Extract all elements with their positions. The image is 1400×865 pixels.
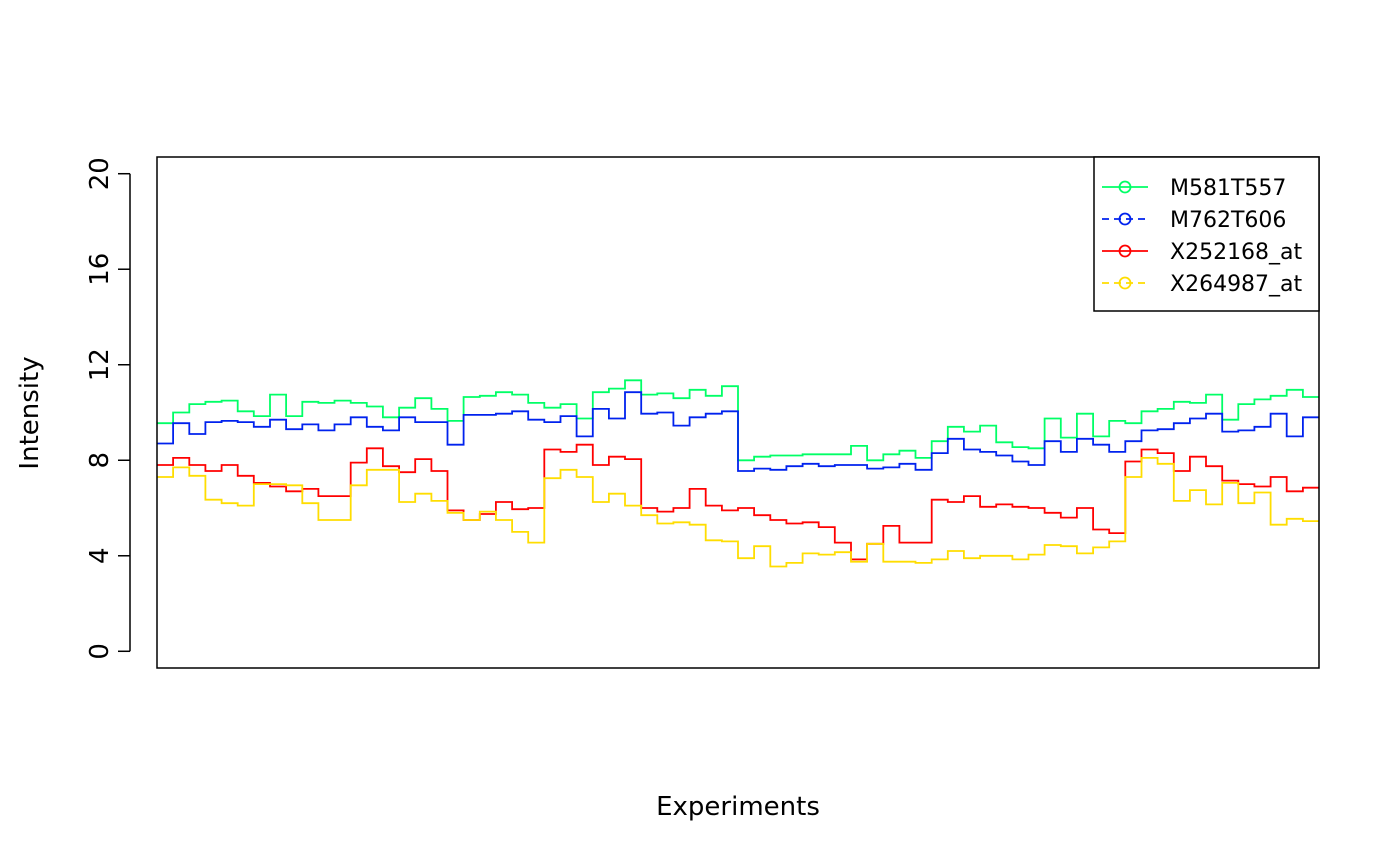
- y-tick-label: 16: [85, 253, 115, 286]
- x-axis-label: Experiments: [656, 792, 820, 822]
- y-tick-label: 0: [85, 643, 115, 660]
- series-line-M581T557: [157, 379, 1319, 462]
- legend-item: M762T606: [1102, 208, 1286, 233]
- legend-item: M581T557: [1102, 176, 1286, 201]
- legend: M581T557 M762T606 X252168_at X264987_at: [1093, 156, 1320, 312]
- legend-label: M762T606: [1170, 208, 1286, 233]
- legend-item: X252168_at: [1102, 240, 1303, 265]
- legend-marker: [1118, 276, 1132, 290]
- legend-label: X264987_at: [1170, 272, 1303, 297]
- plot-frame: [156, 156, 1320, 669]
- y-tick-label: 4: [85, 547, 115, 564]
- legend-marker: [1118, 212, 1132, 226]
- legend-marker: [1118, 180, 1132, 194]
- series-line-M762T606: [157, 391, 1319, 472]
- y-axis: 0 4 8 12 16 20: [85, 157, 131, 660]
- series-layer: [157, 379, 1319, 568]
- legend-label: M581T557: [1170, 176, 1286, 201]
- legend-box: [1093, 156, 1320, 312]
- legend-item: X264987_at: [1102, 272, 1303, 297]
- legend-label: X252168_at: [1170, 240, 1303, 265]
- y-tick-label: 8: [85, 452, 115, 469]
- y-tick-label: 20: [85, 157, 115, 190]
- series-line-X264987_at: [157, 457, 1319, 568]
- legend-marker: [1118, 244, 1132, 258]
- y-tick-label: 12: [85, 348, 115, 381]
- y-axis-label: Intensity: [15, 356, 45, 469]
